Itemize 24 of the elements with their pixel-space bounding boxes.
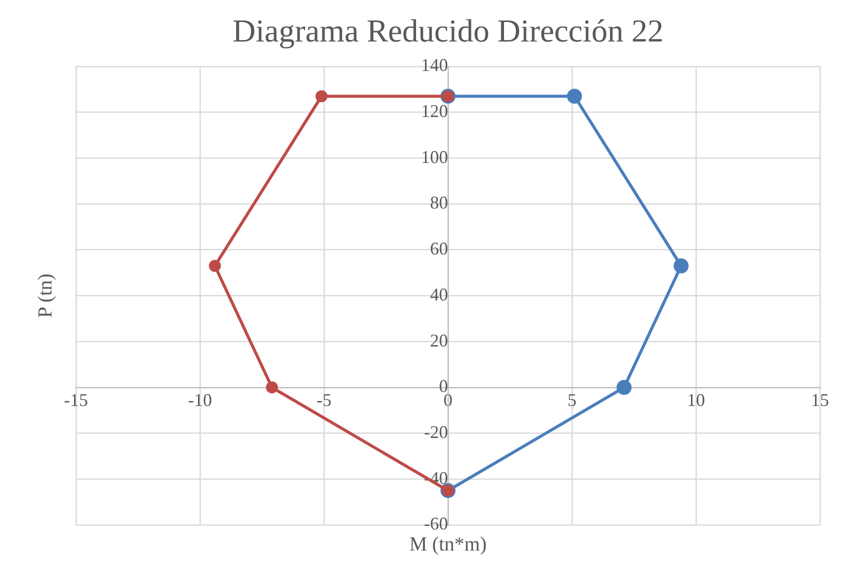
x-axis-title: M (tn*m): [409, 533, 487, 556]
x-tick-label: -10: [188, 390, 212, 410]
y-tick-label: -60: [424, 514, 448, 534]
y-tick-label: 120: [421, 100, 448, 121]
point: [616, 380, 632, 395]
y-tick-label: -20: [424, 422, 448, 442]
x-tick-label: 5: [568, 390, 576, 410]
y-tick-label: 140: [421, 55, 448, 76]
point: [674, 258, 689, 274]
point: [208, 260, 221, 272]
y-tick-label: 40: [430, 284, 448, 304]
point: [566, 88, 582, 104]
x-tick-label: 15: [811, 390, 829, 410]
chart-title: Diagrama Reducido Dirección 22: [232, 12, 664, 49]
y-tick-label: 20: [430, 330, 448, 350]
y-tick-label: 60: [430, 238, 448, 259]
x-tick-label: 10: [687, 390, 705, 410]
y-tick-label: 80: [430, 192, 448, 213]
y-axis-title: P (tn): [34, 274, 56, 318]
x-tick-label: -15: [64, 390, 88, 410]
y-tick-label: 100: [421, 146, 448, 167]
x-tick-label: -5: [316, 390, 332, 410]
point: [266, 381, 278, 394]
point: [316, 90, 328, 102]
